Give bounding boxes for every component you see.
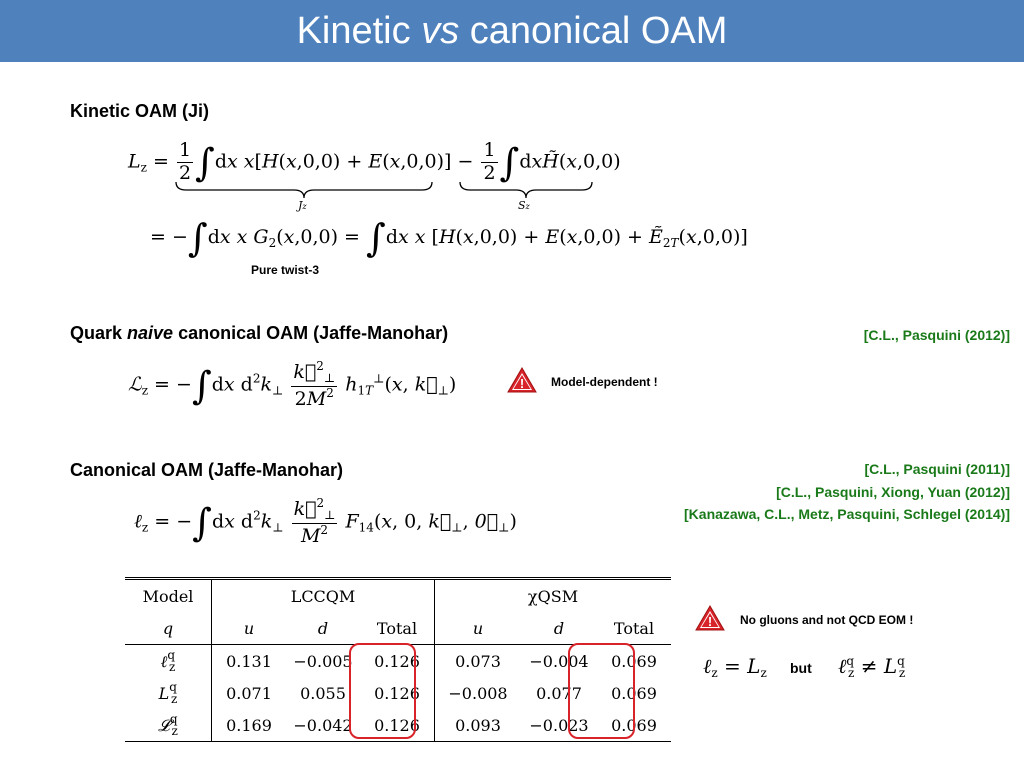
canonical-heading: Canonical OAM (Jaffe-Manohar) <box>70 460 344 480</box>
col-total: Total <box>613 618 655 638</box>
pure-twist-note: Pure twist-3 <box>251 263 320 277</box>
table-cell: 0.055 <box>300 683 346 703</box>
table-cell: −0.005 <box>293 651 353 671</box>
table-cell: 0.131 <box>211 644 286 677</box>
table-cell: 0.126 <box>374 683 420 703</box>
model-dependent-note: Model-dependent ! <box>551 375 658 389</box>
naive-equation: ℒz = −∫dx d2k⊥ k⃗2⊥ 2M2 h1T⊥(x, k⃗⊥) <box>128 359 457 410</box>
kinetic-equation-line2: = −∫dx x G2(x,0,0) = ∫dx x [H(x,0,0) + E… <box>150 216 748 260</box>
row-label: 𝓛qz <box>158 712 178 738</box>
lzq-neq-Lzq: ℓqz ≠ Lqz <box>838 654 906 680</box>
row-label: Lqz <box>158 680 178 706</box>
brace-label-sz: Sz <box>518 199 530 212</box>
chiqsm-total-highlight <box>568 643 635 739</box>
canonical-ref-2: [C.L., Pasquini, Xiong, Yuan (2012)] <box>776 484 1010 500</box>
table-cell: −0.008 <box>434 677 521 709</box>
svg-text:!: ! <box>520 376 524 391</box>
underbraces <box>175 181 593 199</box>
row-label: ℓqz <box>160 648 176 674</box>
col-d: d <box>553 618 565 638</box>
no-gluons-note: No gluons and not QCD EOM ! <box>740 613 914 627</box>
table-cell: 0.077 <box>536 683 582 703</box>
table-cell: 0.126 <box>374 651 420 671</box>
q-header: q <box>162 618 174 638</box>
warning-icon: ! <box>507 367 537 393</box>
but-label: but <box>790 660 812 676</box>
canonical-ref-3: [Kanazawa, C.L., Metz, Pasquini, Schlege… <box>684 506 1010 522</box>
table-cell: −0.004 <box>529 651 589 671</box>
table-row: 𝓛qz 0.169 −0.042 0.126 0.093 −0.023 0.06… <box>125 709 671 742</box>
table-row: ℓqz 0.131 −0.005 0.126 0.073 −0.004 0.06… <box>125 644 671 677</box>
warning-icon: ! <box>695 605 725 631</box>
oam-results-table: Model LCCQM χQSM q u d Total u d Total ℓ… <box>125 577 671 742</box>
kinetic-heading: Kinetic OAM (Ji) <box>70 101 210 121</box>
svg-text:!: ! <box>708 614 712 629</box>
table-cell: 0.093 <box>434 709 521 742</box>
model-header: Model <box>142 586 194 606</box>
lz-equals-Lz: ℓz = Lz <box>703 654 767 680</box>
chiqsm-header: χQSM <box>434 578 671 612</box>
table-cell: −0.042 <box>293 715 353 735</box>
canonical-equation: ℓz = −∫dx d2k⊥ k⃗2⊥ M2 F14(x, 0, k⃗⊥, 0⃗⊥… <box>134 496 517 547</box>
lccqm-header: LCCQM <box>211 578 435 612</box>
slide-title: Kinetic vs canonical OAM <box>296 10 728 52</box>
lccqm-total-highlight <box>349 643 416 739</box>
naive-ref: [C.L., Pasquini (2012)] <box>863 327 1010 343</box>
canonical-ref-1: [C.L., Pasquini (2011)] <box>864 461 1010 477</box>
col-d: d <box>317 618 329 638</box>
title-bar <box>0 0 1024 62</box>
brace-label-jz: Jz <box>298 199 307 212</box>
col-total: Total <box>376 618 418 638</box>
col-u: u <box>434 612 521 645</box>
table-cell: 0.071 <box>211 677 286 709</box>
naive-heading: Quark naive canonical OAM (Jaffe-Manohar… <box>70 323 449 343</box>
table-cell: 0.169 <box>211 709 286 742</box>
col-u: u <box>211 612 286 645</box>
kinetic-equation-line1: Lz = 1 2 ∫dx x[H(x,0,0) + E(x,0,0)] − 1 2 ∫d… <box>128 139 621 185</box>
table-cell: 0.073 <box>434 644 521 677</box>
